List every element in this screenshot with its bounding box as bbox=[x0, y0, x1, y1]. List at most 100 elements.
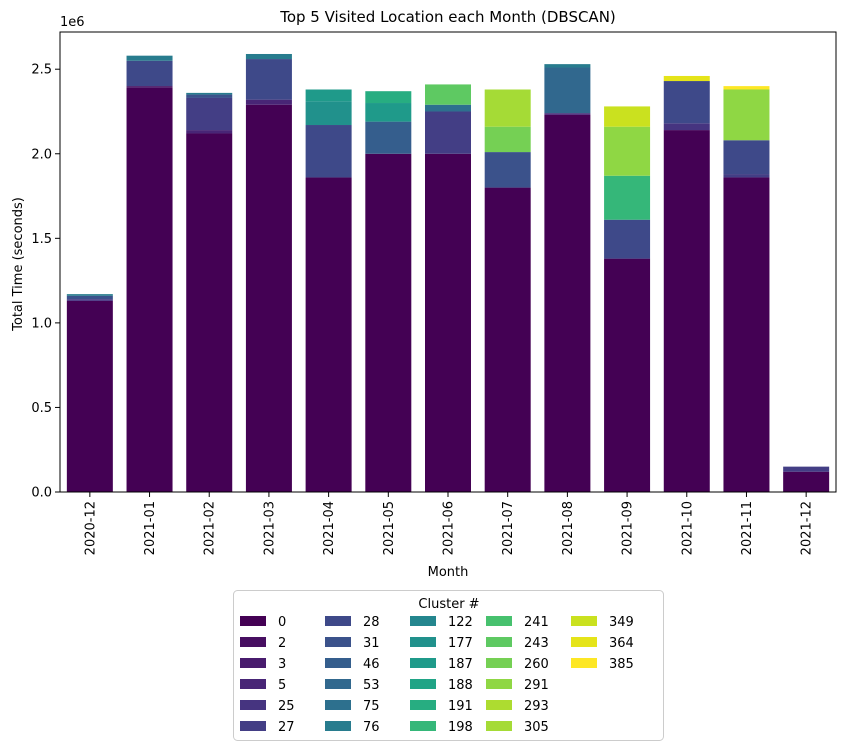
bar-segment-0 bbox=[723, 177, 770, 493]
legend-swatch-25 bbox=[240, 700, 266, 710]
legend-label-188: 188 bbox=[448, 678, 473, 693]
bar-segment-2 bbox=[126, 86, 173, 88]
legend-label-385: 385 bbox=[609, 657, 634, 672]
legend-swatch-2 bbox=[240, 637, 266, 647]
bar-segment-0 bbox=[425, 153, 471, 492]
bar-segment-28 bbox=[305, 125, 352, 178]
legend-label-3: 3 bbox=[278, 657, 286, 672]
legend: Cluster # 0 2 3 5 25 27 28 31 46 53 75 76 122 177 187 1… bbox=[233, 590, 664, 741]
x-tick-label: 2021-06 bbox=[442, 501, 457, 555]
x-tick-label: 2021-12 bbox=[800, 501, 815, 555]
legend-label-27: 27 bbox=[278, 720, 295, 735]
bar-segment-76 bbox=[126, 55, 173, 61]
legend-label-75: 75 bbox=[363, 699, 380, 714]
legend-swatch-5 bbox=[240, 679, 266, 689]
legend-label-2: 2 bbox=[278, 636, 286, 651]
chart-title: Top 5 Visited Location each Month (DBSCA… bbox=[279, 8, 616, 26]
legend-swatch-260 bbox=[486, 658, 512, 668]
bar-segment-385 bbox=[723, 86, 770, 90]
legend-swatch-53 bbox=[325, 679, 351, 689]
legend-label-25: 25 bbox=[278, 699, 295, 714]
legend-label-0: 0 bbox=[278, 615, 286, 630]
bar-segment-27 bbox=[723, 174, 770, 178]
bar-segment-187 bbox=[365, 103, 412, 122]
x-tick-label: 2021-04 bbox=[322, 501, 337, 555]
legend-label-260: 260 bbox=[524, 657, 549, 672]
bar-segment-260 bbox=[484, 126, 531, 153]
bar-segment-46 bbox=[365, 121, 412, 154]
bar-segment-31 bbox=[484, 152, 531, 188]
y-axis-multiplier: 1e6 bbox=[60, 15, 85, 30]
legend-label-53: 53 bbox=[363, 678, 380, 693]
bar-segment-25 bbox=[66, 299, 113, 301]
x-tick-label: 2021-07 bbox=[501, 501, 516, 555]
legend-label-177: 177 bbox=[448, 636, 473, 651]
legend-swatch-243 bbox=[486, 637, 512, 647]
x-tick-label: 2021-10 bbox=[680, 501, 695, 555]
bar-segment-27 bbox=[425, 111, 471, 154]
legend-swatch-187 bbox=[410, 658, 436, 668]
legend-label-122: 122 bbox=[448, 615, 473, 630]
bar-segment-0 bbox=[365, 153, 412, 492]
legend-swatch-241 bbox=[486, 616, 512, 626]
bar-segment-5 bbox=[245, 99, 292, 105]
bar-segment-0 bbox=[484, 187, 531, 492]
legend-swatch-188 bbox=[410, 679, 436, 689]
x-axis-label: Month bbox=[428, 565, 469, 580]
legend-swatch-291 bbox=[486, 679, 512, 689]
legend-swatch-385 bbox=[571, 658, 597, 668]
bar-segment-27 bbox=[783, 466, 830, 472]
bar-segment-76 bbox=[66, 294, 113, 296]
x-tick-label: 2020-12 bbox=[83, 501, 98, 555]
legend-label-349: 349 bbox=[609, 615, 634, 630]
bar-segment-76 bbox=[544, 64, 591, 68]
legend-label-305: 305 bbox=[524, 720, 549, 735]
legend-swatch-191 bbox=[410, 700, 436, 710]
plot-area: 0.0 0.5 1.0 1.5 2.0 2.5 2020-12 2021-01 2021-02 2… bbox=[31, 31, 837, 555]
bar-segment-28 bbox=[663, 81, 710, 124]
bar-segment-75 bbox=[425, 104, 471, 112]
bar-segment-0 bbox=[186, 133, 233, 492]
legend-label-28: 28 bbox=[363, 615, 380, 630]
legend-label-291: 291 bbox=[524, 678, 549, 693]
bar-segment-191 bbox=[365, 91, 412, 104]
bar-segment-0 bbox=[126, 87, 173, 492]
bar-segment-0 bbox=[783, 471, 830, 492]
bar-segment-53 bbox=[544, 67, 591, 114]
y-tick-label: 0.5 bbox=[31, 401, 52, 416]
legend-swatch-198 bbox=[410, 721, 436, 731]
bar-segment-31 bbox=[186, 94, 233, 98]
legend-swatch-177 bbox=[410, 637, 436, 647]
y-axis-label: Total Time (seconds) bbox=[11, 197, 26, 332]
x-tick-label: 2021-09 bbox=[621, 501, 636, 555]
legend-label-243: 243 bbox=[524, 636, 549, 651]
legend-label-198: 198 bbox=[448, 720, 473, 735]
legend-label-187: 187 bbox=[448, 657, 473, 672]
legend-label-76: 76 bbox=[363, 720, 380, 735]
legend-swatch-122 bbox=[410, 616, 436, 626]
x-tick-label: 2021-02 bbox=[203, 501, 218, 555]
legend-swatch-293 bbox=[486, 700, 512, 710]
bar-segment-28 bbox=[126, 60, 173, 87]
bar-segment-76 bbox=[245, 53, 292, 60]
bar-segment-349 bbox=[604, 106, 651, 127]
legend-swatch-76 bbox=[325, 721, 351, 731]
legend-label-191: 191 bbox=[448, 699, 473, 714]
bar-segment-291 bbox=[604, 126, 651, 176]
bar-segment-0 bbox=[544, 114, 591, 492]
legend-label-5: 5 bbox=[278, 678, 286, 693]
bar-segment-0 bbox=[305, 177, 352, 493]
bar-segment-31 bbox=[66, 295, 113, 300]
y-tick-label: 2.5 bbox=[31, 63, 52, 78]
bar-segment-0 bbox=[66, 300, 113, 492]
x-tick-label: 2021-08 bbox=[561, 501, 576, 555]
bar-segment-0 bbox=[604, 258, 651, 492]
legend-swatch-46 bbox=[325, 658, 351, 668]
bar-segment-243 bbox=[425, 84, 471, 105]
bar-segment-177 bbox=[305, 101, 352, 126]
x-tick-label: 2021-11 bbox=[740, 501, 755, 555]
bar-segment-5 bbox=[186, 130, 233, 134]
bar-segment-27 bbox=[186, 97, 233, 131]
